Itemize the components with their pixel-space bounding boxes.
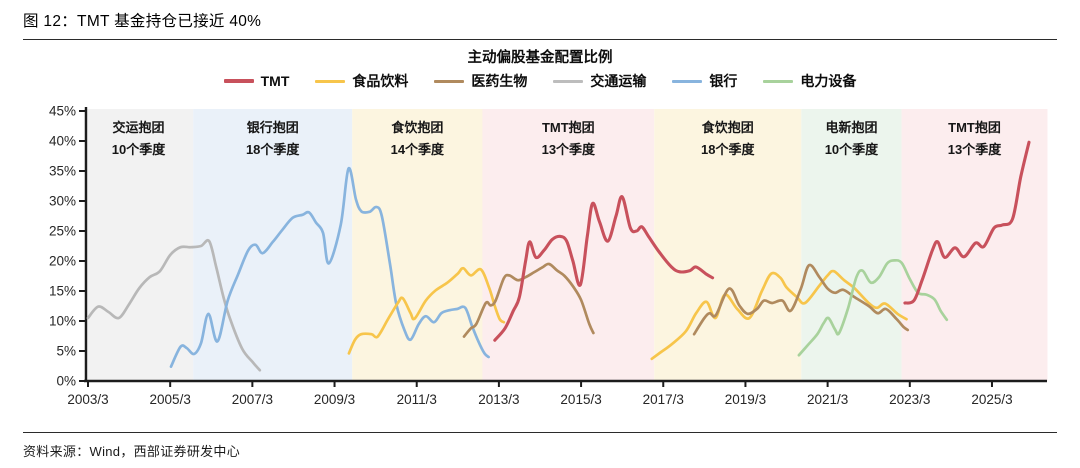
legend-item-银行: 银行 [672, 71, 737, 91]
x-tick-label: 2019/3 [725, 392, 766, 407]
legend-label: 医药生物 [471, 73, 528, 89]
x-tick-label: 2017/3 [643, 392, 684, 407]
chart-legend: TMT 食品饮料 医药生物 交通运输 银行 电力设备 [0, 71, 1080, 91]
series-lines [86, 140, 1031, 372]
x-tick-label: 2007/3 [232, 392, 273, 407]
region-sublabel: 13个季度 [948, 142, 1002, 157]
series-line-食品饮料 [650, 269, 908, 361]
region-sublabel: 18个季度 [246, 142, 300, 157]
region-label: 交运抱团 [113, 120, 165, 135]
legend-label: 电力设备 [800, 73, 857, 89]
series-line-银行 [169, 167, 490, 368]
region-sublabel: 10个季度 [112, 142, 166, 157]
legend-item-交通运输: 交通运输 [553, 71, 646, 91]
legend-item-TMT: TMT [223, 73, 290, 89]
region-sublabel: 10个季度 [825, 142, 879, 157]
series-line-TMT [903, 140, 1031, 305]
legend-label: 食品饮料 [352, 73, 409, 89]
legend-label: 银行 [709, 73, 738, 89]
y-tick-label: 0% [56, 374, 76, 389]
divider-top [23, 39, 1057, 40]
region-band [83, 109, 194, 381]
region-sublabel: 13个季度 [542, 142, 596, 157]
regime-bands: 交运抱团 10个季度 银行抱团 18个季度 食饮抱团 14个季度 TMT抱团 13个季度 食饮抱… [83, 109, 1048, 381]
y-tick-label: 35% [49, 164, 76, 179]
x-tick-label: 2013/3 [478, 392, 519, 407]
x-tick-label: 2015/3 [560, 392, 601, 407]
legend-label: TMT [260, 73, 290, 89]
x-tick-label: 2009/3 [314, 392, 355, 407]
x-tick-label: 2023/3 [889, 392, 930, 407]
legend-item-食品饮料: 食品饮料 [315, 71, 408, 91]
region-sublabel: 18个季度 [701, 142, 755, 157]
series-line-食品饮料 [347, 266, 506, 355]
series-line-交通运输 [86, 238, 262, 372]
legend-item-电力设备: 电力设备 [763, 71, 856, 91]
region-label: TMT抱团 [948, 120, 1001, 135]
series-line-TMT [493, 195, 715, 342]
y-tick-label: 25% [49, 224, 76, 239]
series-line-电力设备 [797, 258, 949, 357]
region-sublabel: 14个季度 [391, 142, 445, 157]
region-label: 电新抱团 [825, 120, 877, 135]
legend-swatch-银行 [672, 79, 703, 83]
region-label: TMT抱团 [542, 120, 595, 135]
legend-item-医药生物: 医药生物 [434, 71, 527, 91]
y-tick-label: 5% [56, 344, 76, 359]
legend-swatch-电力设备 [763, 79, 794, 83]
divider-bottom [23, 432, 1057, 433]
y-tick-label: 30% [49, 194, 76, 209]
region-label: 银行抱团 [247, 120, 299, 135]
y-tick-label: 20% [49, 254, 76, 269]
y-tick-label: 40% [49, 134, 76, 149]
legend-swatch-医药生物 [434, 79, 465, 83]
x-tick-label: 2025/3 [971, 392, 1012, 407]
legend-swatch-食品饮料 [315, 79, 346, 83]
chart-title: 主动偏股基金配置比例 [467, 50, 613, 66]
figure-caption: 图 12：TMT 基金持仓已接近 40% [23, 13, 262, 30]
region-band [654, 109, 802, 381]
y-tick-label: 10% [49, 314, 76, 329]
axes: 2003/3 2005/3 2007/3 2009/3 2011/3 2013/3 2015… [49, 104, 1047, 407]
legend-label: 交通运输 [590, 73, 647, 89]
region-band [801, 109, 902, 381]
x-tick-label: 2021/3 [807, 392, 848, 407]
legend-swatch-交通运输 [553, 79, 584, 83]
source-note: 资料来源：Wind，西部证券研发中心 [23, 444, 241, 459]
series-line-医药生物 [462, 262, 595, 338]
x-tick-label: 2011/3 [397, 392, 437, 407]
x-tick-label: 2003/3 [67, 392, 108, 407]
series-line-医药生物 [692, 263, 910, 336]
x-tick-label: 2005/3 [150, 392, 191, 407]
region-label: 食饮抱团 [702, 120, 754, 135]
y-tick-label: 15% [49, 284, 76, 299]
y-tick-label: 45% [49, 104, 76, 119]
legend-swatch-TMT [223, 79, 254, 83]
region-label: 食饮抱团 [391, 120, 443, 135]
